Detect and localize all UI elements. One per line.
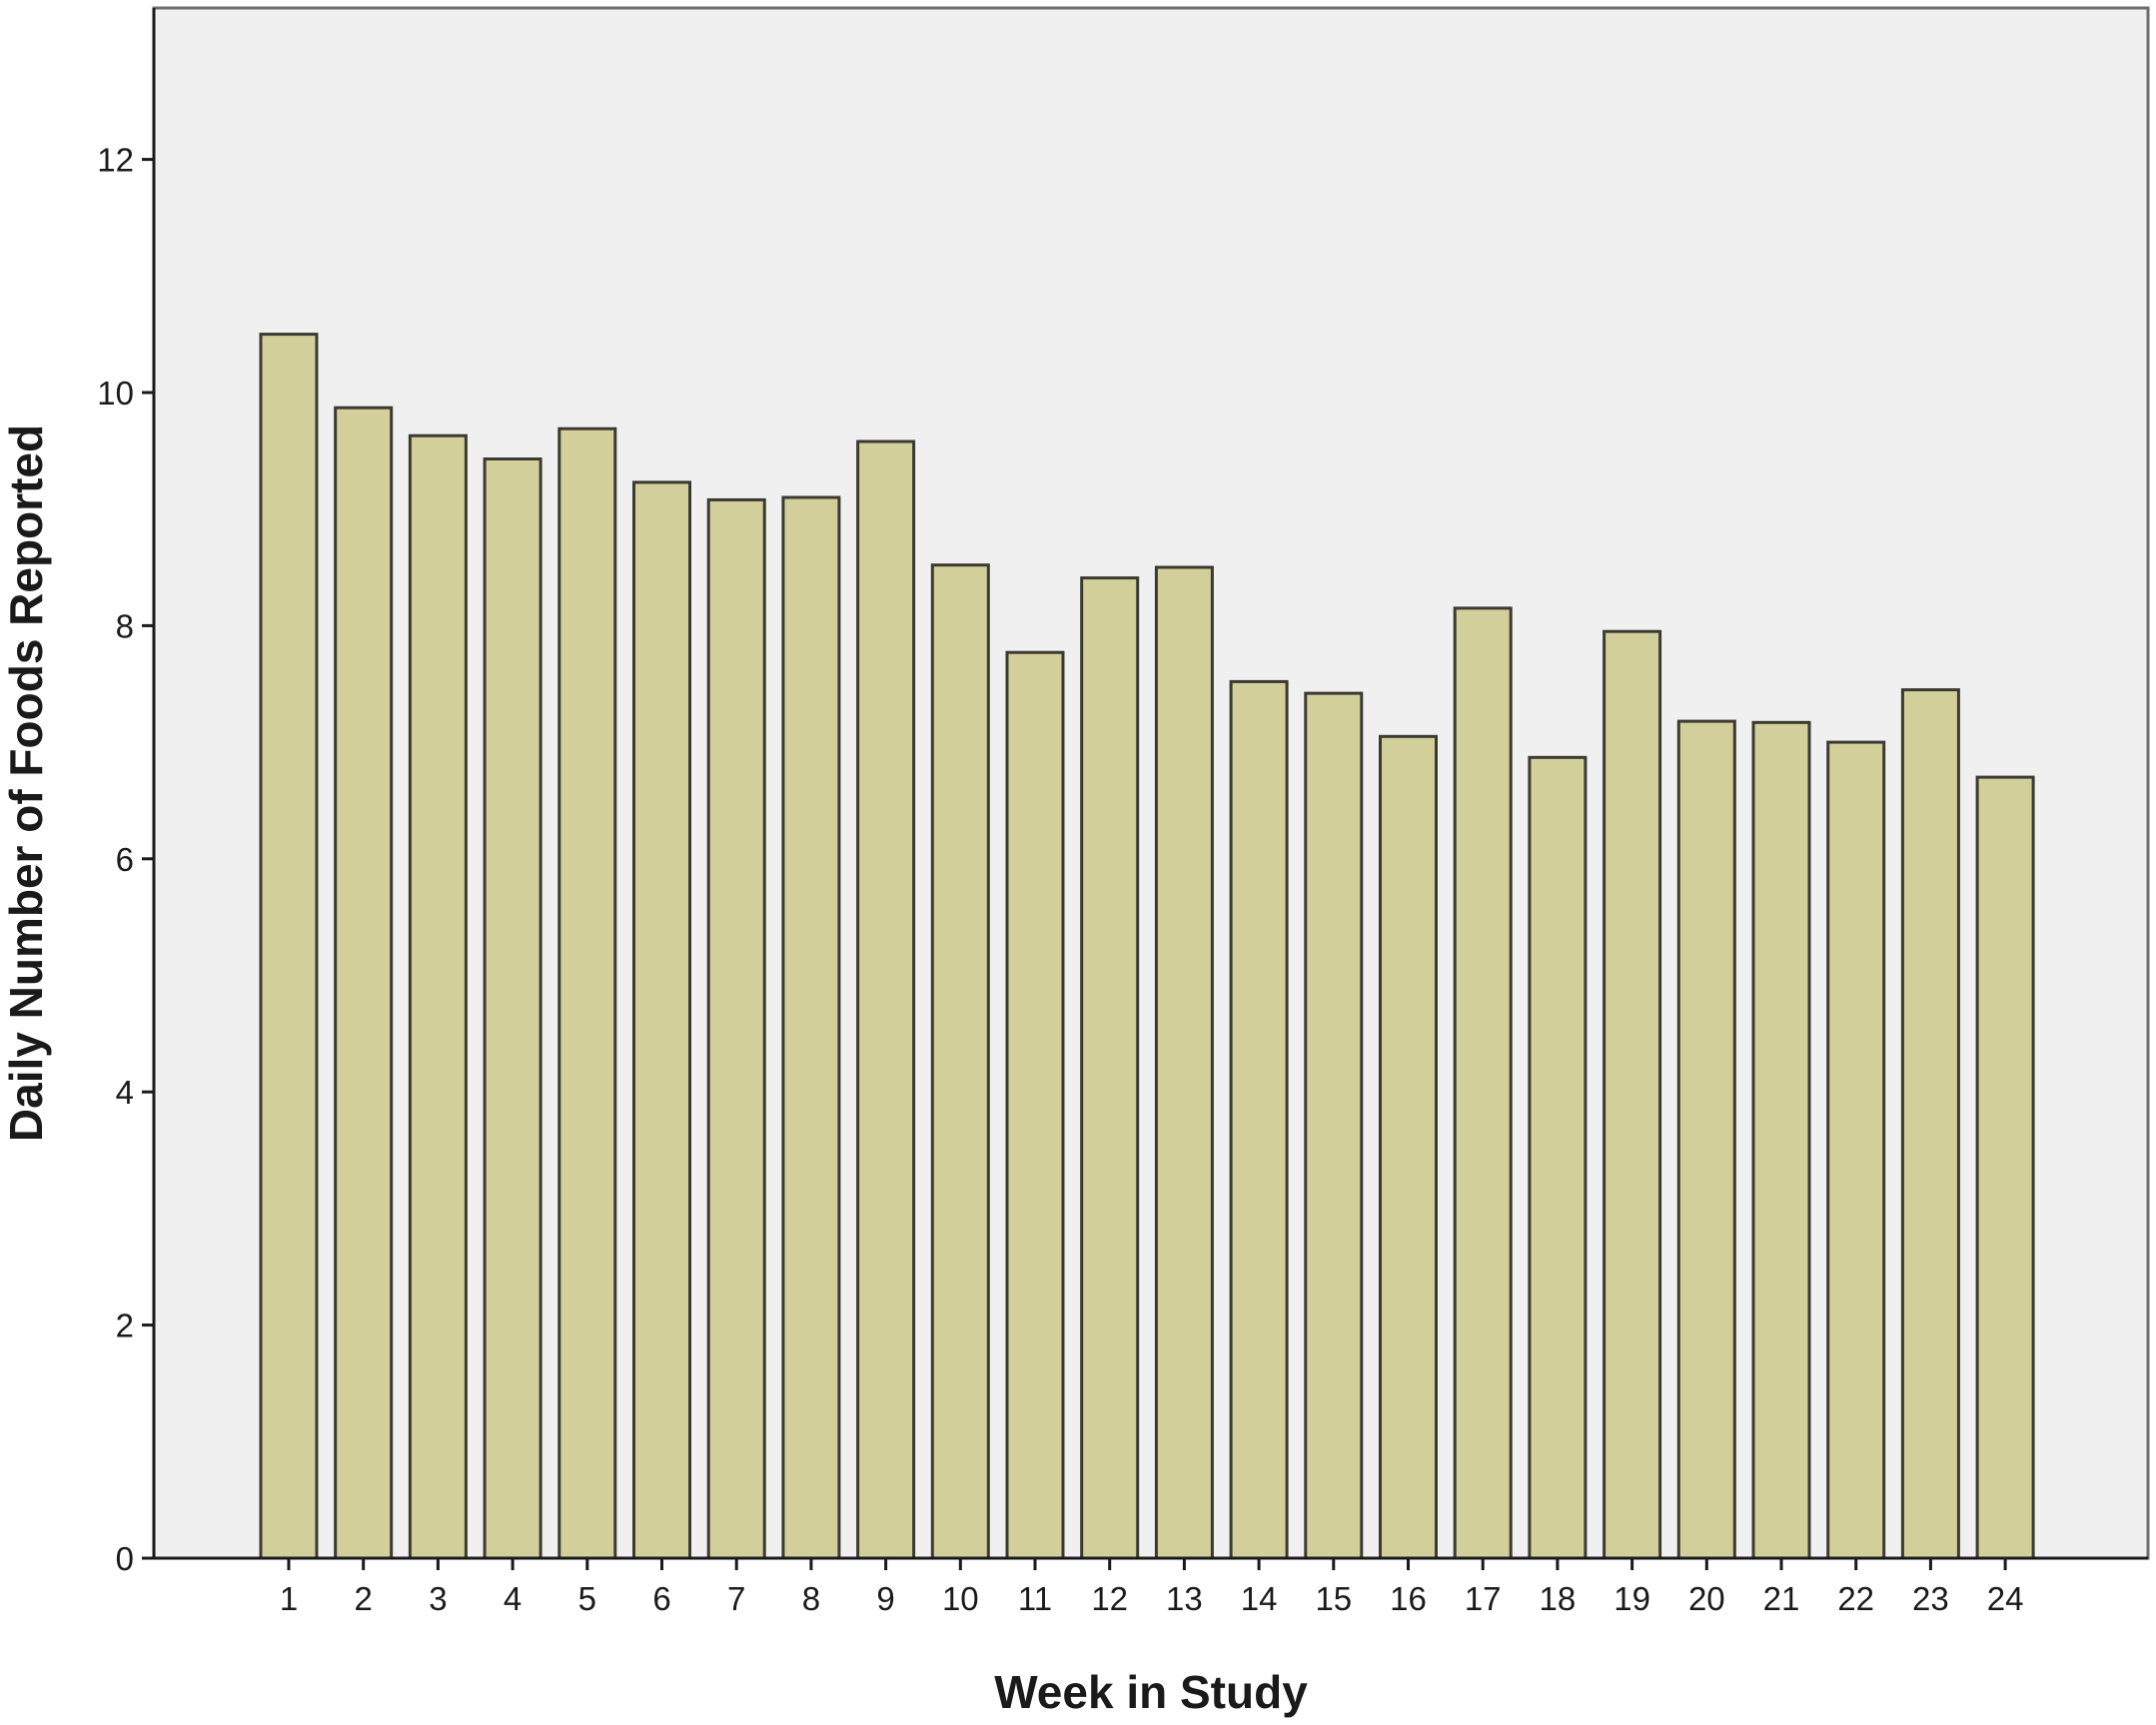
- y-axis: 0 2 4 6 8 10 12: [97, 8, 156, 1577]
- y-tick-label: 0: [116, 1540, 134, 1577]
- bar-week-22: [1826, 740, 1886, 1560]
- x-tick-label: 11: [1018, 1580, 1052, 1617]
- bar-week-23: [1900, 688, 1960, 1560]
- bar-week-7: [706, 497, 766, 1560]
- x-axis: 1 2 3 4 5 6 7 8 9 10 11 12 13 14 15 16 17 18 19 20 21 22 23 24: [154, 1556, 2148, 1617]
- bar-week-20: [1676, 719, 1736, 1560]
- y-tick-label: 2: [116, 1307, 134, 1344]
- x-tick-label: 1: [280, 1580, 298, 1617]
- bar-week-13: [1154, 565, 1214, 1560]
- bars-group: [259, 333, 2035, 1560]
- x-tick-label: 21: [1763, 1580, 1800, 1617]
- bar-week-17: [1453, 606, 1513, 1560]
- x-tick-label: 2: [355, 1580, 373, 1617]
- x-tick-label: 13: [1166, 1580, 1203, 1617]
- bar-week-21: [1751, 720, 1811, 1560]
- bar-week-15: [1304, 691, 1364, 1560]
- bar-week-5: [557, 427, 617, 1560]
- bar-week-9: [856, 439, 916, 1560]
- x-tick-label: 16: [1390, 1580, 1427, 1617]
- x-tick-label: 23: [1912, 1580, 1949, 1617]
- x-tick-label: 5: [578, 1580, 596, 1617]
- bar-week-16: [1379, 734, 1438, 1560]
- x-tick-label: 8: [802, 1580, 820, 1617]
- bar-week-24: [1975, 775, 2035, 1560]
- bar-week-18: [1528, 755, 1588, 1560]
- x-tick-label: 19: [1614, 1580, 1650, 1617]
- x-tick-label: 3: [429, 1580, 447, 1617]
- y-tick-label: 10: [97, 375, 134, 412]
- x-tick-label: 15: [1315, 1580, 1352, 1617]
- bar-week-4: [483, 457, 542, 1560]
- bar-week-6: [632, 480, 691, 1560]
- bar-week-1: [259, 333, 319, 1560]
- x-tick-label: 6: [652, 1580, 670, 1617]
- x-axis-title: Week in Study: [994, 1666, 1308, 1718]
- bar-week-8: [781, 495, 841, 1560]
- bar-week-10: [930, 563, 990, 1560]
- x-tick-label: 4: [504, 1580, 522, 1617]
- x-tick-label: 24: [1987, 1580, 2024, 1617]
- x-tick-label: 9: [876, 1580, 894, 1617]
- bar-week-2: [334, 406, 394, 1560]
- bar-week-19: [1603, 629, 1662, 1560]
- y-tick-label: 8: [116, 607, 134, 644]
- bar-week-11: [1005, 650, 1065, 1560]
- y-tick-label: 12: [97, 142, 134, 179]
- x-tick-label: 22: [1837, 1580, 1874, 1617]
- y-tick-label: 6: [116, 841, 134, 878]
- x-tick-label: 17: [1465, 1580, 1502, 1617]
- y-axis-title: Daily Number of Foods Reported: [0, 425, 52, 1142]
- y-tick-label: 4: [116, 1074, 134, 1111]
- bar-week-12: [1080, 576, 1140, 1560]
- x-tick-label: 14: [1241, 1580, 1278, 1617]
- x-tick-label: 20: [1688, 1580, 1725, 1617]
- bar-week-14: [1229, 679, 1289, 1560]
- bar-week-3: [408, 433, 468, 1560]
- x-tick-label: 7: [727, 1580, 745, 1617]
- x-tick-label: 12: [1091, 1580, 1128, 1617]
- x-tick-label: 18: [1540, 1580, 1577, 1617]
- x-tick-label: 10: [942, 1580, 979, 1617]
